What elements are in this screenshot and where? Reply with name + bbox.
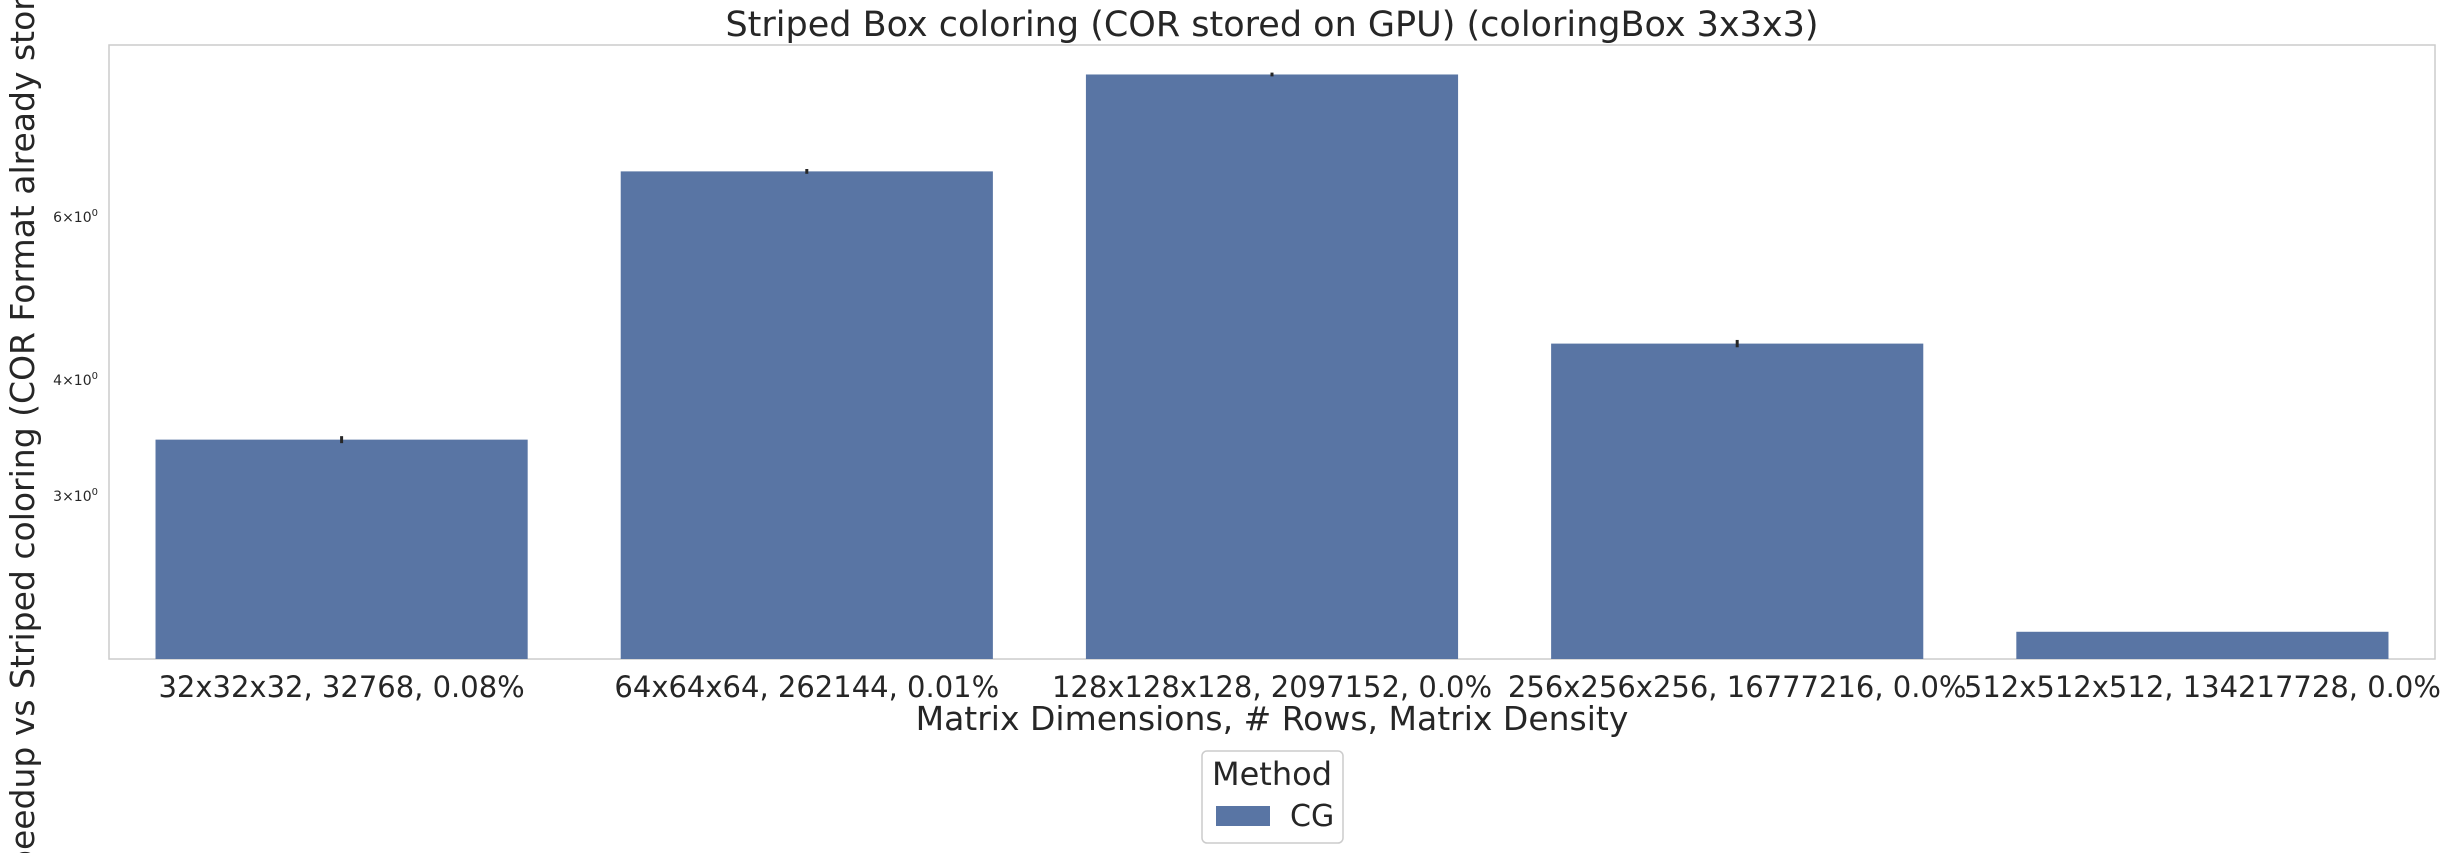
x-tick-label-1: 32x32x32, 32768, 0.08% <box>158 670 524 704</box>
y-tick-label-3: 6×100 <box>53 208 98 226</box>
y-tick-label-1: 3×100 <box>53 487 98 505</box>
x-tick-label-2: 64x64x64, 262144, 0.01% <box>614 670 999 704</box>
bar-4 <box>1551 343 1924 659</box>
bar-5 <box>2016 631 2389 659</box>
bar-1 <box>155 439 528 659</box>
legend-entry-label: CG <box>1290 799 1334 834</box>
bar-3 <box>1085 74 1459 659</box>
x-tick-label-4: 256x256x256, 16777216, 0.0% <box>1508 670 1967 704</box>
x-tick-label-3: 128x128x128, 2097152, 0.0% <box>1052 670 1492 704</box>
bar-2 <box>620 171 993 659</box>
legend-swatch <box>1216 806 1270 826</box>
x-tick-label-5: 512x512x512, 134217728, 0.0% <box>1964 670 2441 704</box>
legend: Method CG <box>1201 750 1344 844</box>
legend-title: Method <box>1212 755 1332 793</box>
x-axis-label: Matrix Dimensions, # Rows, Matrix Densit… <box>916 699 1629 738</box>
y-tick-label-2: 4×100 <box>53 371 98 389</box>
chart-title: Striped Box coloring (COR stored on GPU)… <box>725 5 1818 45</box>
y-axis-label: Speedup vs Striped coloring (COR Format … <box>3 0 42 853</box>
